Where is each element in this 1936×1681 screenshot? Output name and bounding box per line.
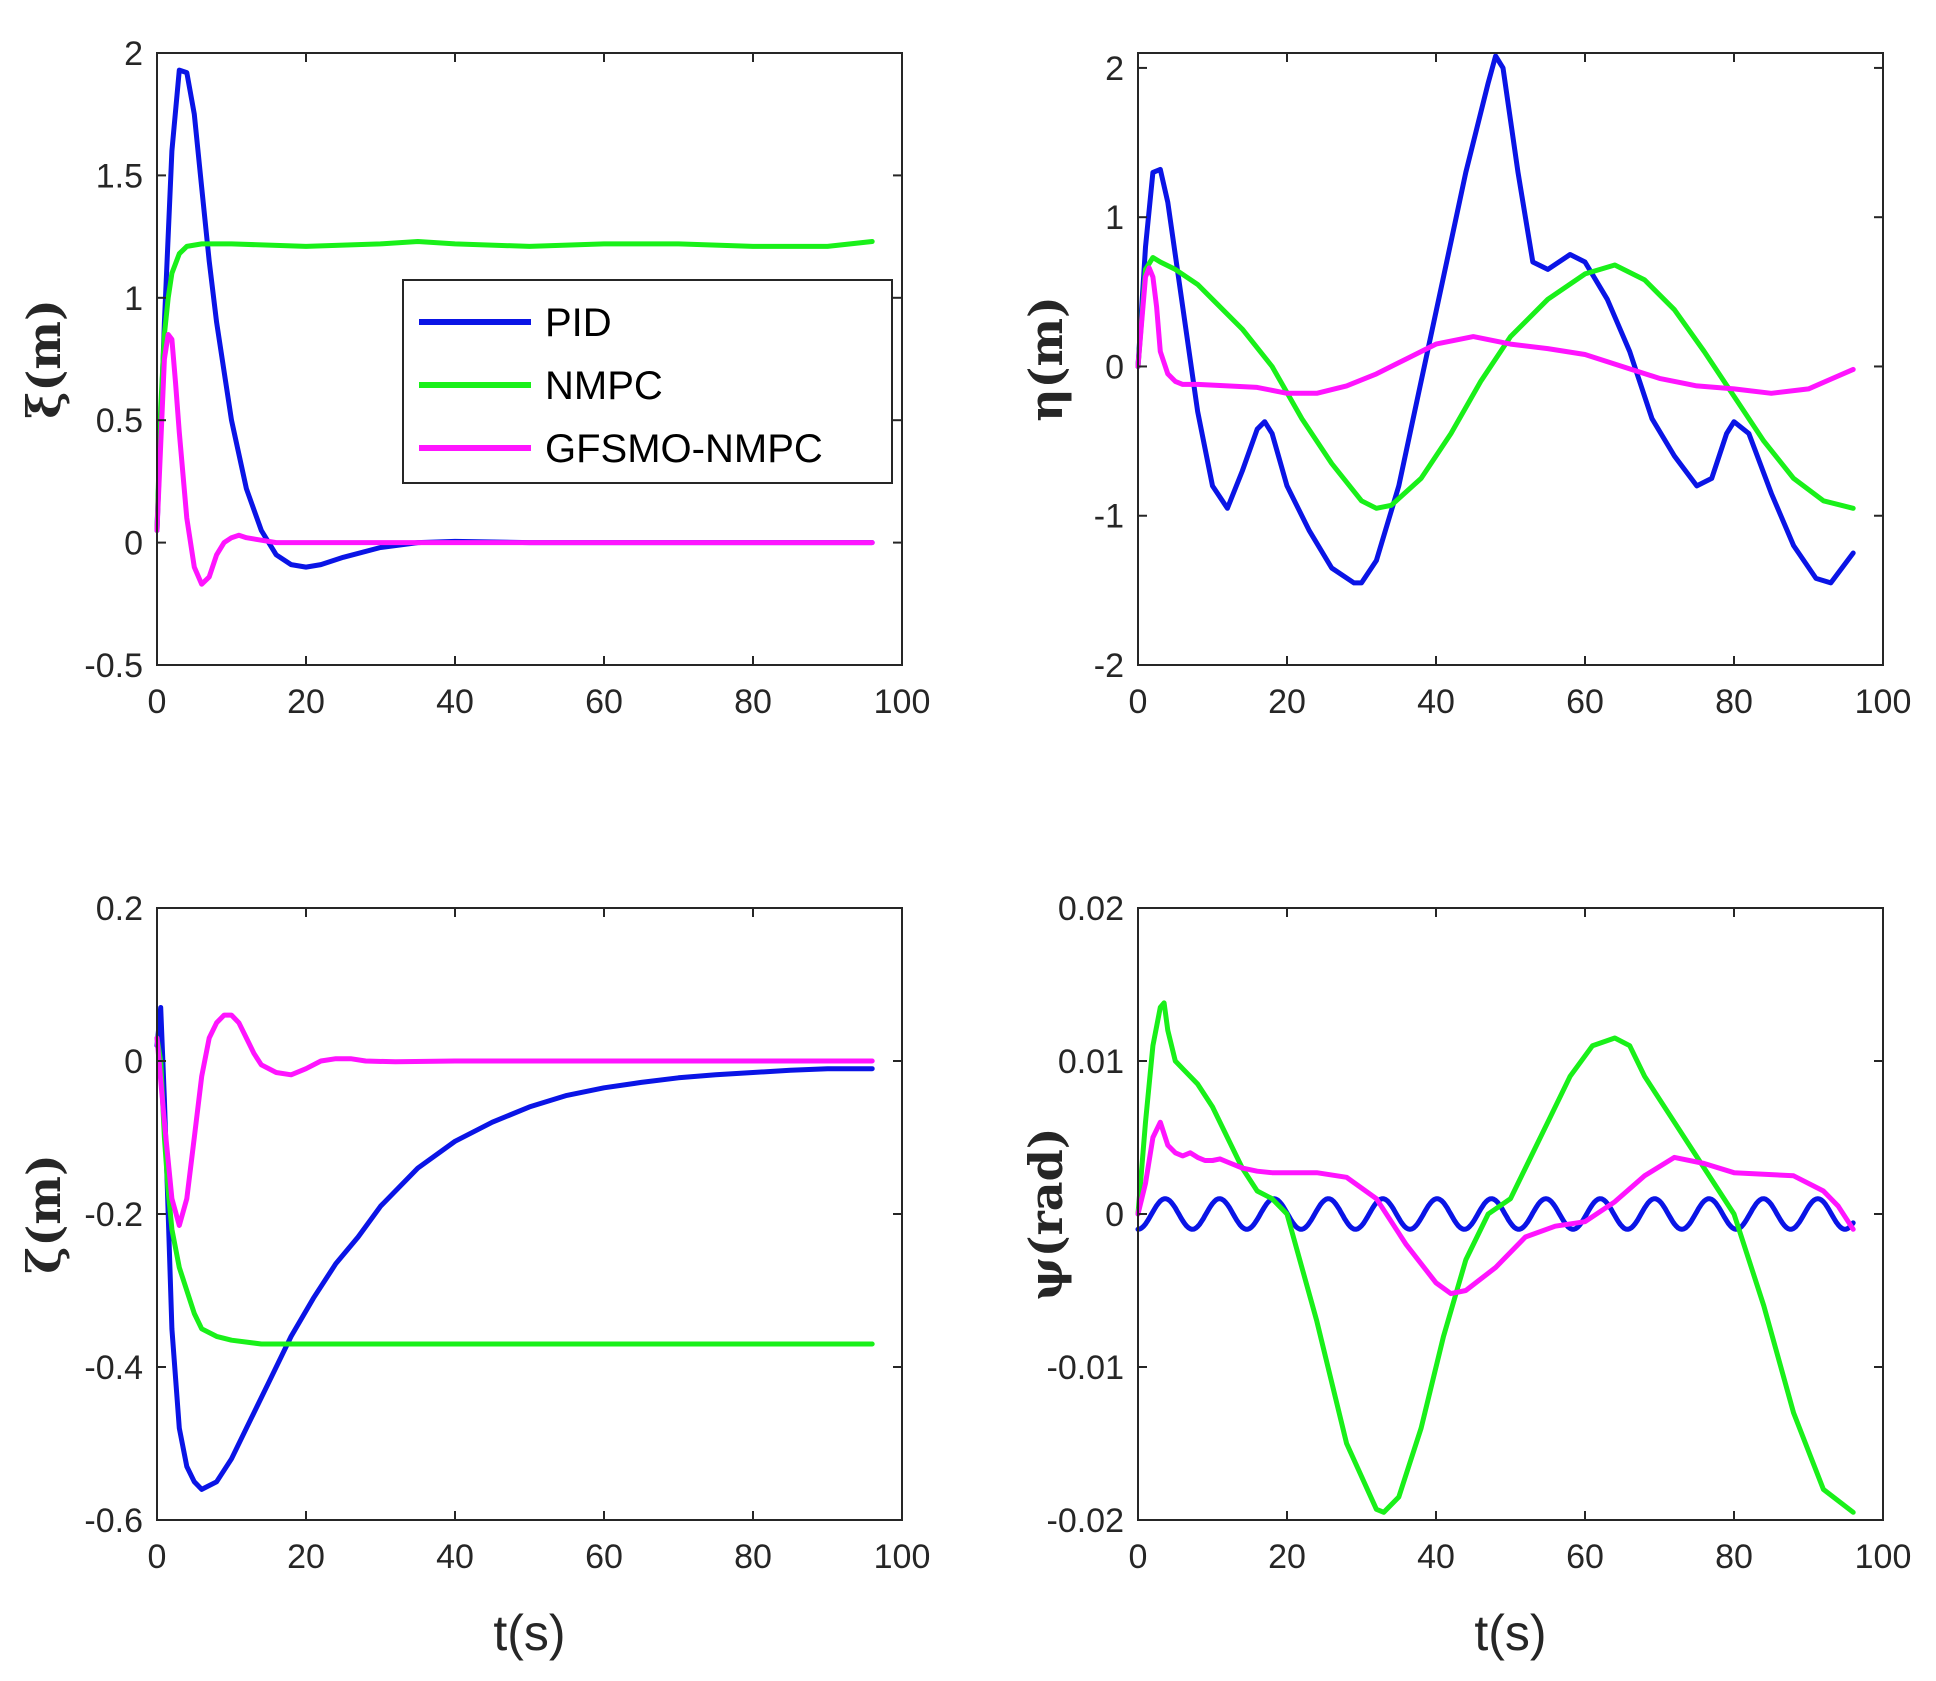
x-tick-label: 20	[1268, 683, 1306, 721]
x-tick-label: 0	[148, 1538, 167, 1576]
chart-panel-3: 0 20 40 60 80 100 -0.6 -0.4 -0.2 0 0.2 ζ(m) t(s)	[17, 890, 930, 1661]
legend-label-nmpc: NMPC	[545, 364, 663, 408]
y-tick-label: -2	[1094, 647, 1124, 685]
x-tick-label: 100	[874, 1538, 931, 1576]
x-tick-label: 40	[1417, 683, 1455, 721]
x-tick-label: 60	[585, 683, 623, 721]
series-nmpc-line	[154, 1035, 875, 1347]
y-tick-label: -0.5	[84, 647, 143, 685]
y-tick-label: -0.4	[84, 1349, 143, 1387]
legend: PID NMPC GFSMO-NMPC	[402, 279, 893, 484]
legend-label-gfsmo-nmpc: GFSMO-NMPC	[545, 427, 823, 471]
axes-box	[1137, 907, 1884, 1521]
x-tick-label: 80	[734, 1538, 772, 1576]
y-tick-label: 0.02	[1058, 890, 1124, 928]
x-tick-label: 40	[436, 683, 474, 721]
x-axis-label: t(s)	[493, 1605, 565, 1661]
axes-box	[156, 52, 903, 666]
series-pid-line	[1135, 53, 1856, 586]
y-tick-label: 2	[124, 35, 143, 73]
x-axis-label: t(s)	[1474, 1605, 1546, 1661]
series-pid-line	[154, 1005, 875, 1492]
series-nmpc-line	[1135, 255, 1856, 511]
x-tick-label: 80	[734, 683, 772, 721]
x-tick-label: 0	[1129, 683, 1148, 721]
x-tick-label: 0	[1129, 1538, 1148, 1576]
x-tick-label: 60	[585, 1538, 623, 1576]
y-tick-label: 0.5	[96, 402, 143, 440]
y-tick-label: 0	[124, 525, 143, 563]
y-tick-label: -1	[1094, 498, 1124, 536]
y-tick-label: 1	[124, 280, 143, 318]
x-tick-label: 60	[1566, 683, 1604, 721]
y-tick-label: 0.2	[96, 890, 143, 928]
x-tick-label: 40	[1417, 1538, 1455, 1576]
series-gfsmo-nmpc-line	[1135, 1119, 1856, 1297]
chart-panel-4: 0 20 40 60 80 100 -0.02 -0.01 0 0.01 0.02 ψ(rad) t(s…	[1019, 890, 1911, 1661]
y-tick-label: -0.2	[84, 1196, 143, 1234]
x-tick-label: 100	[1855, 683, 1912, 721]
x-tick-label: 60	[1566, 1538, 1604, 1576]
y-axis-label: ψ(rad)	[1019, 1127, 1073, 1300]
axes-box	[1137, 52, 1884, 666]
y-axis-label: η(m)	[1019, 296, 1073, 422]
x-tick-label: 20	[287, 1538, 325, 1576]
y-axis-label: ζ(m)	[17, 1154, 71, 1273]
x-tick-label: 80	[1715, 1538, 1753, 1576]
y-tick-label: 0	[1105, 348, 1124, 386]
x-tick-label: 40	[436, 1538, 474, 1576]
x-tick-label: 20	[1268, 1538, 1306, 1576]
x-tick-label: 0	[148, 683, 167, 721]
y-tick-label: 2	[1105, 50, 1124, 88]
chart-panel-1: 0 20 40 60 80 100-0.500.511.52ξ(m)	[17, 35, 930, 721]
x-tick-label: 100	[874, 683, 931, 721]
x-tick-label: 100	[1855, 1538, 1912, 1576]
y-tick-label: 0	[1105, 1196, 1124, 1234]
y-tick-label: -0.01	[1047, 1349, 1125, 1387]
x-tick-label: 20	[287, 683, 325, 721]
y-tick-label: 1	[1105, 199, 1124, 237]
series-gfsmo-nmpc-line	[154, 332, 875, 587]
series-nmpc-line	[154, 239, 875, 533]
series-gfsmo-nmpc-line	[1135, 265, 1856, 396]
series-gfsmo-nmpc-line	[154, 1012, 875, 1228]
y-tick-label: 0.01	[1058, 1043, 1124, 1081]
axes-box	[156, 907, 903, 1521]
y-tick-label: -0.6	[84, 1502, 143, 1540]
y-tick-label: -0.02	[1047, 1502, 1125, 1540]
series-nmpc-line	[1135, 1000, 1856, 1515]
y-tick-label: 1.5	[96, 157, 143, 195]
x-tick-label: 80	[1715, 683, 1753, 721]
chart-panel-2: 0 20 40 60 80 100 -2 -1 0 1 2 η(m)	[1019, 50, 1911, 721]
y-tick-label: 0	[124, 1043, 143, 1081]
y-axis-label: ξ(m)	[17, 299, 71, 418]
series-pid-line	[1135, 1196, 1856, 1232]
legend-label-pid: PID	[545, 301, 612, 345]
